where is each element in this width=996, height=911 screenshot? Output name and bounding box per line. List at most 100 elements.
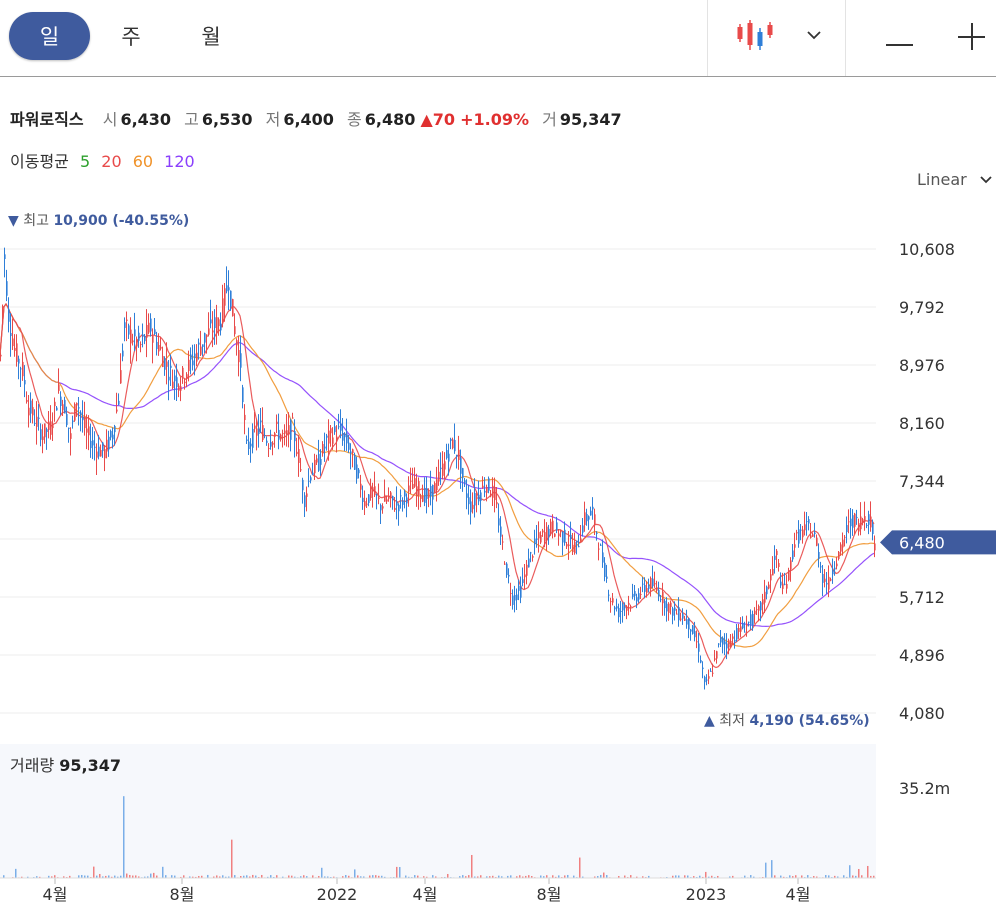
volume-bar xyxy=(873,875,875,878)
candle-body xyxy=(394,507,396,511)
candle-body xyxy=(426,488,428,499)
candle-body xyxy=(794,544,796,548)
volume-bar xyxy=(156,875,158,878)
candle-body xyxy=(772,568,774,576)
candle-body xyxy=(472,504,474,510)
candle-body xyxy=(480,492,482,501)
candle-body xyxy=(106,439,108,452)
candle-body xyxy=(374,486,376,496)
candle-body xyxy=(752,613,754,626)
volume-bar xyxy=(87,875,89,878)
volume-bar xyxy=(372,875,374,878)
candle-body xyxy=(412,483,414,490)
candle-body xyxy=(550,521,552,532)
volume-bar xyxy=(675,875,677,878)
candle-body xyxy=(450,438,452,441)
candle-body xyxy=(842,539,844,548)
volume-bar xyxy=(417,875,419,878)
volume-bar xyxy=(180,876,182,878)
candle-body xyxy=(812,534,814,537)
period-weekly-button[interactable]: 주 xyxy=(121,25,141,49)
candle-body xyxy=(118,400,120,405)
candle-body xyxy=(198,342,200,345)
candle-body xyxy=(828,576,830,590)
volume-bar xyxy=(84,875,86,878)
period-daily-button[interactable]: 일 xyxy=(9,12,90,60)
candle-body xyxy=(238,349,240,363)
volume-bar xyxy=(525,875,527,878)
plus-icon[interactable] xyxy=(958,23,986,55)
candle-body xyxy=(674,607,676,611)
minus-icon[interactable] xyxy=(886,33,914,52)
volume-bar xyxy=(201,875,203,878)
open-label: 시 xyxy=(102,110,118,129)
candle-body xyxy=(344,433,346,438)
volume-bar xyxy=(603,872,605,878)
candle-body xyxy=(602,552,604,563)
candle-body xyxy=(100,450,102,457)
candle-body xyxy=(778,563,780,567)
ma-20[interactable]: 20 xyxy=(101,152,122,171)
candle-body xyxy=(164,358,166,370)
candle-body xyxy=(214,317,216,329)
volume-bar xyxy=(174,875,176,878)
volume-bar xyxy=(405,875,407,878)
volume-bar xyxy=(813,876,815,878)
volume-bar xyxy=(381,875,383,878)
volume-bar xyxy=(207,874,209,878)
candle-body xyxy=(512,595,514,605)
candle-body xyxy=(60,396,62,406)
ma-60[interactable]: 60 xyxy=(132,152,154,171)
candle-body xyxy=(708,676,710,679)
candle-body xyxy=(402,500,404,505)
candle-body xyxy=(378,497,380,499)
volume-bar xyxy=(426,876,428,878)
volume-bar xyxy=(357,875,359,878)
candle-body xyxy=(92,440,94,446)
candle-body xyxy=(806,521,808,523)
chevron-down-icon[interactable] xyxy=(806,26,822,45)
candle-body xyxy=(44,423,46,438)
volume-bar xyxy=(249,876,251,878)
candle-body xyxy=(568,544,570,546)
ma-120[interactable]: 120 xyxy=(164,152,195,171)
volume-bar xyxy=(195,876,197,878)
toolbar-divider xyxy=(845,0,846,76)
candle-body xyxy=(136,339,138,347)
volume-bar xyxy=(333,876,335,878)
candle-body xyxy=(652,578,654,587)
candlestick-icon[interactable] xyxy=(736,18,776,56)
volume-bar xyxy=(531,875,533,878)
volume-bar xyxy=(600,874,602,878)
candle-body xyxy=(748,621,750,623)
candle-body xyxy=(220,323,222,331)
candle-body xyxy=(822,574,824,583)
candle-body xyxy=(104,449,106,459)
scale-dropdown[interactable]: Linear xyxy=(917,170,994,189)
volume-bar xyxy=(678,875,680,878)
candle-body xyxy=(520,586,522,598)
volume-bar xyxy=(705,871,707,878)
candle-body xyxy=(8,309,10,322)
candle-body xyxy=(430,486,432,497)
period-monthly-button[interactable]: 월 xyxy=(201,25,221,49)
ma-5[interactable]: 5 xyxy=(79,152,91,171)
candle-body xyxy=(256,428,258,436)
candle-body xyxy=(502,541,504,543)
candle-body xyxy=(466,493,468,498)
volume-bar xyxy=(567,874,569,878)
volume-bar xyxy=(162,866,164,878)
candle-body xyxy=(736,627,738,640)
candle-body xyxy=(422,495,424,502)
candle-body xyxy=(628,602,630,606)
candle-body xyxy=(84,417,86,429)
volume-bar xyxy=(492,875,494,878)
candle-body xyxy=(484,490,486,493)
candle-body xyxy=(36,416,38,427)
candle-body xyxy=(20,368,22,370)
candle-body xyxy=(64,399,66,414)
volume-bar xyxy=(183,875,185,878)
candle-body xyxy=(218,319,220,327)
candle-body xyxy=(166,361,168,367)
